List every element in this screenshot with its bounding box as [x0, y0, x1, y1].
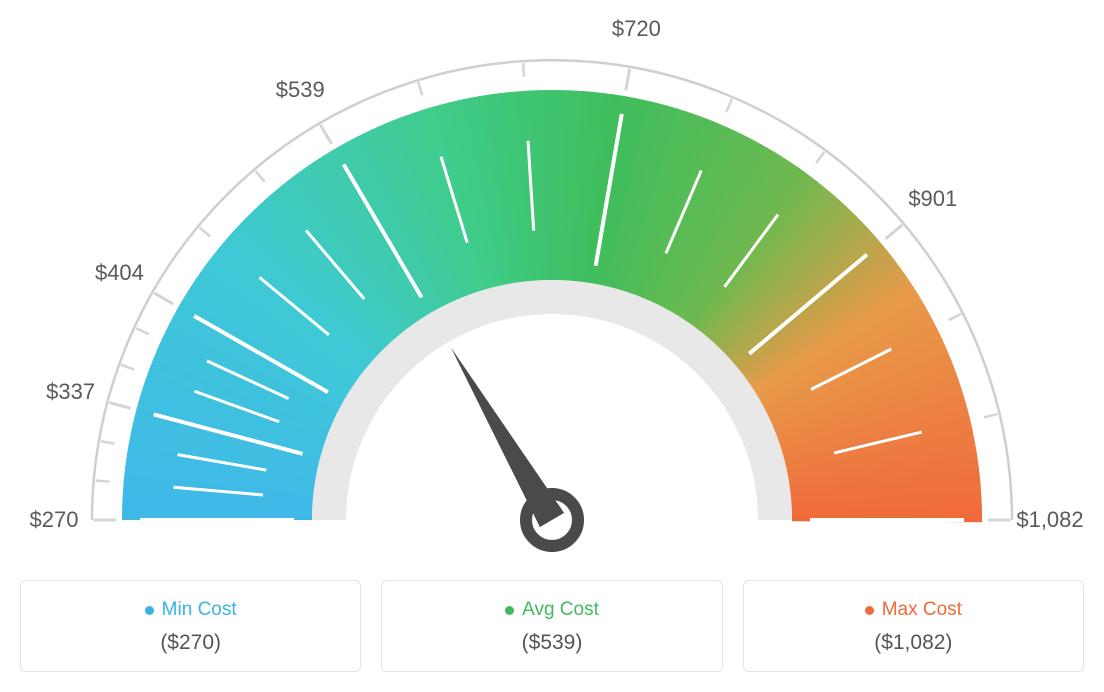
gauge-tick-label: $1,082 [1016, 507, 1083, 533]
legend-title-text: Max Cost [882, 599, 962, 621]
gauge-tick-label: $539 [276, 77, 325, 103]
legend-value-avg: ($539) [392, 631, 711, 655]
gauge-tick-label: $270 [30, 507, 79, 533]
legend-title-min: Min Cost [145, 599, 237, 621]
legend-value-min: ($270) [31, 631, 350, 655]
legend-row: Min Cost ($270) Avg Cost ($539) Max Cost… [20, 580, 1084, 672]
legend-value-max: ($1,082) [754, 631, 1073, 655]
gauge-tick-label: $901 [908, 186, 957, 212]
legend-card-avg: Avg Cost ($539) [381, 580, 722, 672]
gauge-tick-label: $720 [612, 16, 661, 42]
legend-card-max: Max Cost ($1,082) [743, 580, 1084, 672]
gauge-tick-label: $337 [46, 379, 95, 405]
dot-icon [145, 606, 154, 615]
legend-title-avg: Avg Cost [505, 599, 599, 621]
legend-title-text: Min Cost [162, 599, 237, 621]
legend-title-max: Max Cost [865, 599, 962, 621]
cost-gauge: $270$337$404$539$720$901$1,082 [20, 20, 1084, 560]
gauge-svg [20, 20, 1084, 560]
dot-icon [865, 606, 874, 615]
dot-icon [505, 606, 514, 615]
legend-title-text: Avg Cost [522, 599, 599, 621]
gauge-tick-label: $404 [95, 260, 144, 286]
legend-card-min: Min Cost ($270) [20, 580, 361, 672]
